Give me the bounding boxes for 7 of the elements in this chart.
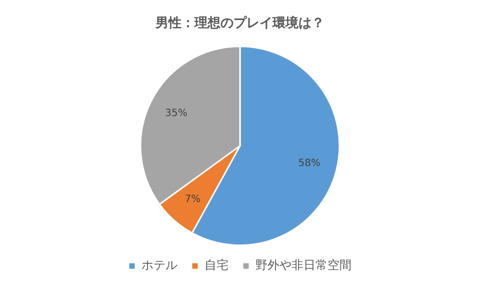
data-label: 35% — [165, 108, 188, 119]
legend-label: 自宅 — [204, 258, 228, 272]
chart-title: 男性：理想のプレイ環境は？ — [154, 15, 324, 32]
data-label: 58% — [298, 158, 320, 170]
legend-label: 野外や非日常空間 — [256, 258, 352, 272]
data-label: 7% — [184, 194, 201, 206]
legend-label: ホテル — [142, 258, 178, 272]
